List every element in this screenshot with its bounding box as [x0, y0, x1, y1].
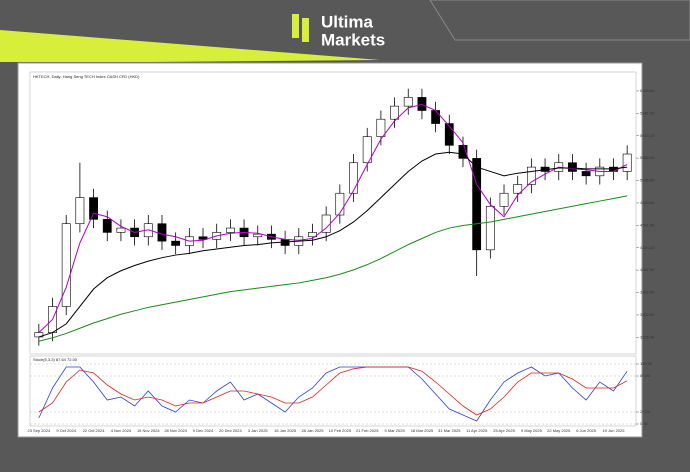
- y-tick-label: 5610.20: [640, 133, 655, 138]
- candle-body: [335, 192, 345, 216]
- candle-body: [458, 145, 468, 159]
- x-tick-label: 15 Nov 2024: [137, 428, 160, 433]
- x-tick-label: 16 Jan 2025: [274, 428, 297, 433]
- candle-body: [157, 223, 167, 242]
- x-tick-label: 9 Oct 2024: [56, 428, 76, 433]
- candle-body: [198, 236, 208, 240]
- candle-body: [102, 219, 112, 233]
- x-tick-label: 19 Jun 2025: [602, 428, 625, 433]
- candle-body: [622, 153, 632, 172]
- candle-body: [75, 197, 85, 225]
- candle-body: [499, 192, 509, 207]
- y-tick-label: 5867.40: [640, 110, 655, 115]
- x-tick-label: 6 Jun 2025: [576, 428, 597, 433]
- x-tick-label: 31 Mar 2025: [438, 428, 461, 433]
- y-tick-label: 4067.00: [640, 267, 655, 272]
- x-tick-label: 21 Feb 2025: [356, 428, 379, 433]
- y-tick-label: 6124.60: [640, 88, 655, 93]
- y-tick-label: 5095.80: [640, 178, 655, 183]
- candle-body: [308, 232, 317, 238]
- y-tick-label: 4324.20: [640, 245, 655, 250]
- x-tick-label: 18 Mar 2025: [411, 428, 434, 433]
- x-tick-label: 5 Mar 2025: [384, 428, 405, 433]
- brand-name: Markets: [321, 30, 385, 49]
- y-tick-label: 3295.40: [640, 334, 655, 339]
- x-tick-label: 4 Nov 2024: [111, 428, 132, 433]
- candle-body: [485, 205, 495, 251]
- candle-body: [362, 136, 372, 164]
- brand-name: Ultima: [321, 12, 374, 31]
- indicator-title: Stoch(5,3,3) 87.64 72.00: [33, 357, 78, 362]
- stochastic-line: [38, 366, 628, 416]
- candle-body: [513, 184, 523, 194]
- price-plot-frame: [29, 71, 637, 355]
- candle-body: [61, 223, 71, 307]
- candle-body: [390, 105, 399, 120]
- y-tick-label: 4838.60: [640, 200, 655, 205]
- y-tick-label: 0.00: [640, 421, 649, 426]
- candle-body: [403, 97, 413, 107]
- x-tick-label: 28 Jan 2025: [301, 428, 324, 433]
- stoch-plot-frame: [29, 355, 637, 427]
- x-tick-label: 28 Nov 2024: [164, 428, 187, 433]
- y-tick-label: 80.00: [640, 373, 651, 378]
- candle-body: [89, 197, 98, 220]
- y-tick-label: 3552.60: [640, 312, 655, 317]
- moving-average: [38, 195, 628, 342]
- candle-body: [581, 171, 591, 177]
- moving-average: [38, 151, 628, 338]
- candle-body: [253, 233, 263, 238]
- candle-body: [171, 240, 181, 246]
- y-tick-label: 20.00: [640, 409, 651, 414]
- candle-body: [472, 158, 482, 251]
- x-tick-label: 22 Oct 2024: [83, 428, 106, 433]
- moving-average: [38, 103, 628, 333]
- candle-body: [526, 166, 536, 185]
- x-tick-label: 23 Sep 2024: [27, 428, 50, 433]
- candle-body: [225, 227, 235, 233]
- logo-bar: [292, 14, 299, 38]
- x-tick-label: 9 May 2025: [521, 428, 543, 433]
- candle-body: [568, 162, 577, 172]
- accent-band: [0, 30, 380, 62]
- x-tick-label: 3 Jan 2025: [248, 428, 269, 433]
- y-tick-label: 4581.40: [640, 222, 655, 227]
- chart-panel: [17, 62, 643, 438]
- logo-bar: [302, 18, 309, 42]
- y-tick-label: 100.00: [640, 361, 653, 366]
- x-tick-label: 9 Dec 2024: [193, 428, 214, 433]
- x-tick-label: 20 Dec 2024: [219, 428, 242, 433]
- y-tick-label: 3809.80: [640, 290, 655, 295]
- x-tick-label: 10 Feb 2025: [329, 428, 352, 433]
- x-tick-label: 11 Apr 2025: [466, 428, 488, 433]
- candle-body: [349, 162, 358, 194]
- x-tick-label: 22 May 2025: [547, 428, 571, 433]
- candle-body: [444, 123, 454, 146]
- candle-body: [116, 227, 126, 233]
- candle-body: [376, 118, 386, 137]
- candle-body: [431, 110, 441, 124]
- y-tick-label: 5353.00: [640, 155, 655, 160]
- x-tick-label: 25 Apr 2025: [493, 428, 515, 433]
- chart-title: HKTECH, Daily: Hang Seng TECH Index CASH…: [33, 74, 140, 79]
- frame-decoration: [429, 0, 690, 41]
- logo: [292, 14, 309, 42]
- stochastic-line: [38, 366, 628, 422]
